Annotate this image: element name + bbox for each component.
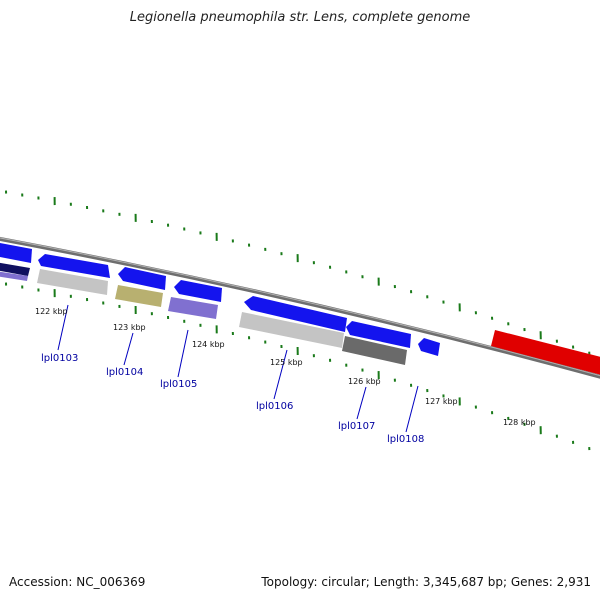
kbp-labels: 122 kbp 123 kbp 124 kbp 125 kbp 126 kbp … — [35, 307, 536, 427]
gene-forward-arrow[interactable] — [244, 296, 347, 332]
kbp-label: 124 kbp — [192, 340, 225, 349]
accession-text: Accession: NC_006369 — [9, 575, 146, 589]
genome-backbone — [0, 236, 600, 379]
gene-forward-arrow[interactable] — [174, 280, 222, 302]
gene-forward-arrow[interactable] — [418, 338, 440, 356]
gene-label[interactable]: lpl0104 — [106, 367, 143, 378]
cog-block-lavender[interactable] — [168, 297, 218, 319]
map-title: Legionella pneumophila str. Lens, comple… — [129, 10, 471, 25]
gene-forward-arrow[interactable] — [346, 321, 411, 348]
genome-summary-text: Topology: circular; Length: 3,345,687 bp… — [261, 575, 591, 589]
cog-block-grey[interactable] — [239, 312, 344, 348]
gene-label-leaders — [57, 304, 419, 433]
gene-label[interactable]: lpl0107 — [338, 421, 375, 432]
gene-labels: lpl0103 lpl0104 lpl0105 lpl0106 lpl0107 … — [41, 353, 424, 445]
kbp-label: 125 kbp — [270, 358, 303, 367]
kbp-label: 123 kbp — [113, 323, 146, 332]
gene-forward-arrow[interactable] — [0, 242, 32, 263]
gene-label[interactable]: lpl0106 — [256, 401, 293, 412]
gene-forward-arrow[interactable] — [118, 267, 166, 290]
outer-tick-ring — [5, 190, 591, 355]
gene-reverse-block[interactable] — [491, 330, 600, 376]
gene-label[interactable]: lpl0103 — [41, 353, 78, 364]
kbp-label: 127 kbp — [425, 397, 458, 406]
gene-forward-arrow[interactable] — [38, 254, 110, 278]
gene-label[interactable]: lpl0105 — [160, 379, 197, 390]
inner-tick-ring — [5, 282, 591, 451]
cog-block-darkgrey[interactable] — [342, 336, 407, 365]
forward-genes — [0, 242, 440, 356]
gene-label[interactable]: lpl0108 — [387, 434, 424, 445]
cog-block-khaki[interactable] — [115, 285, 163, 307]
genome-backbone-highlight — [0, 237, 600, 377]
kbp-label: 126 kbp — [348, 377, 381, 386]
kbp-label: 128 kbp — [503, 418, 536, 427]
cog-block-navy[interactable] — [0, 262, 30, 276]
cog-block-grey[interactable] — [37, 269, 108, 295]
cog-block-lavender[interactable] — [0, 271, 28, 281]
cog-blocks — [0, 262, 407, 365]
kbp-label: 122 kbp — [35, 307, 68, 316]
